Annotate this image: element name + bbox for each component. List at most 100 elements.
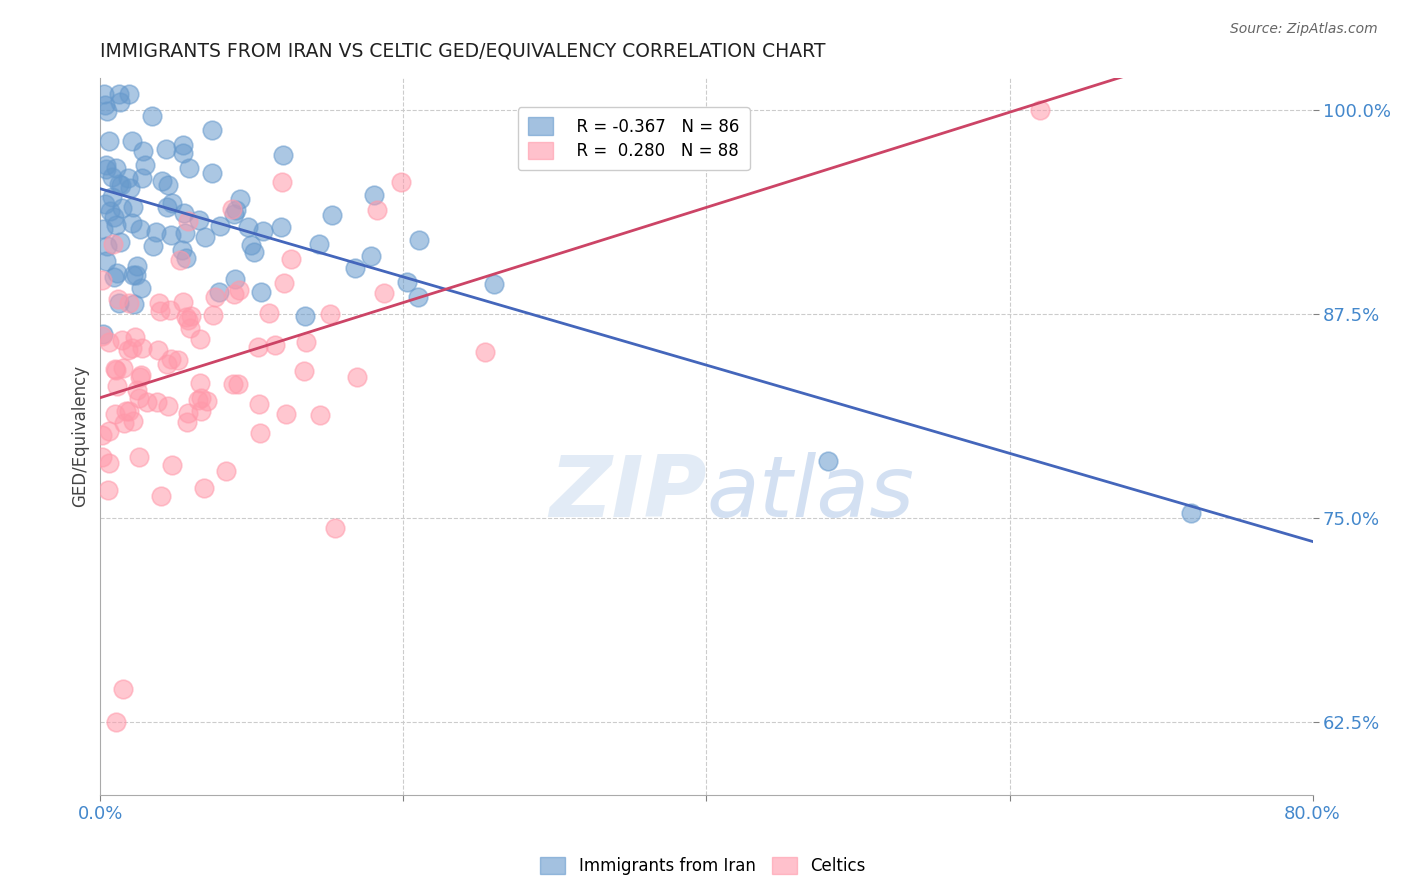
Immigrants from Iran [145,225,167,239]
Immigrants from Iran [294,310,316,324]
Celtics [117,343,139,358]
Immigrants from Iran [125,259,148,273]
Immigrants from Iran [1180,506,1202,520]
Text: IMMIGRANTS FROM IRAN VS CELTIC GED/EQUIVALENCY CORRELATION CHART: IMMIGRANTS FROM IRAN VS CELTIC GED/EQUIV… [100,42,825,61]
Celtics [215,464,238,478]
Immigrants from Iran [104,161,127,175]
Celtics [118,295,141,310]
Celtics [309,408,332,422]
Immigrants from Iran [107,178,129,192]
Celtics [104,407,127,421]
Immigrants from Iran [209,219,232,234]
Celtics [190,391,212,405]
Celtics [188,332,211,346]
Immigrants from Iran [172,146,194,161]
Immigrants from Iran [406,290,429,304]
Celtics [274,407,297,421]
Immigrants from Iran [225,203,247,218]
Celtics [292,364,315,378]
Celtics [128,450,150,465]
Immigrants from Iran [188,212,211,227]
Immigrants from Iran [142,239,165,253]
Immigrants from Iran [96,253,118,268]
Immigrants from Iran [201,123,224,137]
Celtics [221,202,243,217]
Immigrants from Iran [121,135,143,149]
Celtics [474,345,496,359]
Immigrants from Iran [239,238,262,252]
Text: atlas: atlas [706,452,914,535]
Celtics [177,406,200,420]
Legend: Immigrants from Iran, Celtics: Immigrants from Iran, Celtics [531,849,875,884]
Immigrants from Iran [122,200,145,214]
Immigrants from Iran [108,87,131,101]
Immigrants from Iran [122,268,145,282]
Immigrants from Iran [93,98,115,112]
Immigrants from Iran [224,207,246,221]
Celtics [97,334,120,349]
Immigrants from Iran [344,260,367,275]
Celtics [97,483,120,498]
Celtics [104,714,127,729]
Celtics [118,404,141,418]
Celtics [107,293,129,307]
Immigrants from Iran [118,87,141,101]
Immigrants from Iran [104,219,127,233]
Immigrants from Iran [96,239,118,253]
Immigrants from Iran [120,180,142,194]
Immigrants from Iran [108,235,131,249]
Celtics [121,341,143,355]
Immigrants from Iran [132,144,155,158]
Immigrants from Iran [363,187,385,202]
Celtics [222,287,245,301]
Celtics [271,175,294,189]
Celtics [249,425,271,440]
Celtics [131,342,153,356]
Immigrants from Iran [308,237,330,252]
Celtics [156,358,179,372]
Immigrants from Iran [129,222,152,236]
Celtics [146,395,169,409]
Celtics [204,290,226,304]
Celtics [112,416,135,430]
Celtics [172,295,194,310]
Celtics [294,334,316,349]
Celtics [160,458,183,472]
Immigrants from Iran [162,196,184,211]
Celtics [105,379,128,393]
Celtics [264,337,287,351]
Immigrants from Iran [484,277,506,291]
Celtics [187,393,209,408]
Immigrants from Iran [156,200,179,214]
Immigrants from Iran [110,95,132,109]
Immigrants from Iran [111,201,134,215]
Immigrants from Iran [173,205,195,219]
Celtics [177,214,200,228]
Immigrants from Iran [395,275,418,289]
Immigrants from Iran [208,285,231,300]
Celtics [150,489,173,503]
Immigrants from Iran [176,251,198,265]
Immigrants from Iran [103,269,125,284]
Immigrants from Iran [156,178,179,192]
Celtics [176,415,198,429]
Immigrants from Iran [201,166,224,180]
Immigrants from Iran [321,209,343,223]
Celtics [180,309,202,323]
Celtics [318,307,340,321]
Celtics [167,352,190,367]
Celtics [115,403,138,417]
Celtics [128,370,150,384]
Immigrants from Iran [134,157,156,171]
Immigrants from Iran [93,196,115,211]
Immigrants from Iran [107,296,129,310]
Celtics [104,363,127,377]
Celtics [112,682,135,697]
Legend:   R = -0.367   N = 86,   R =  0.280   N = 88: R = -0.367 N = 86, R = 0.280 N = 88 [517,107,749,170]
Immigrants from Iran [93,87,115,101]
Immigrants from Iran [271,148,294,162]
Celtics [122,414,145,428]
Celtics [174,310,197,324]
Celtics [90,450,112,465]
Immigrants from Iran [408,233,430,247]
